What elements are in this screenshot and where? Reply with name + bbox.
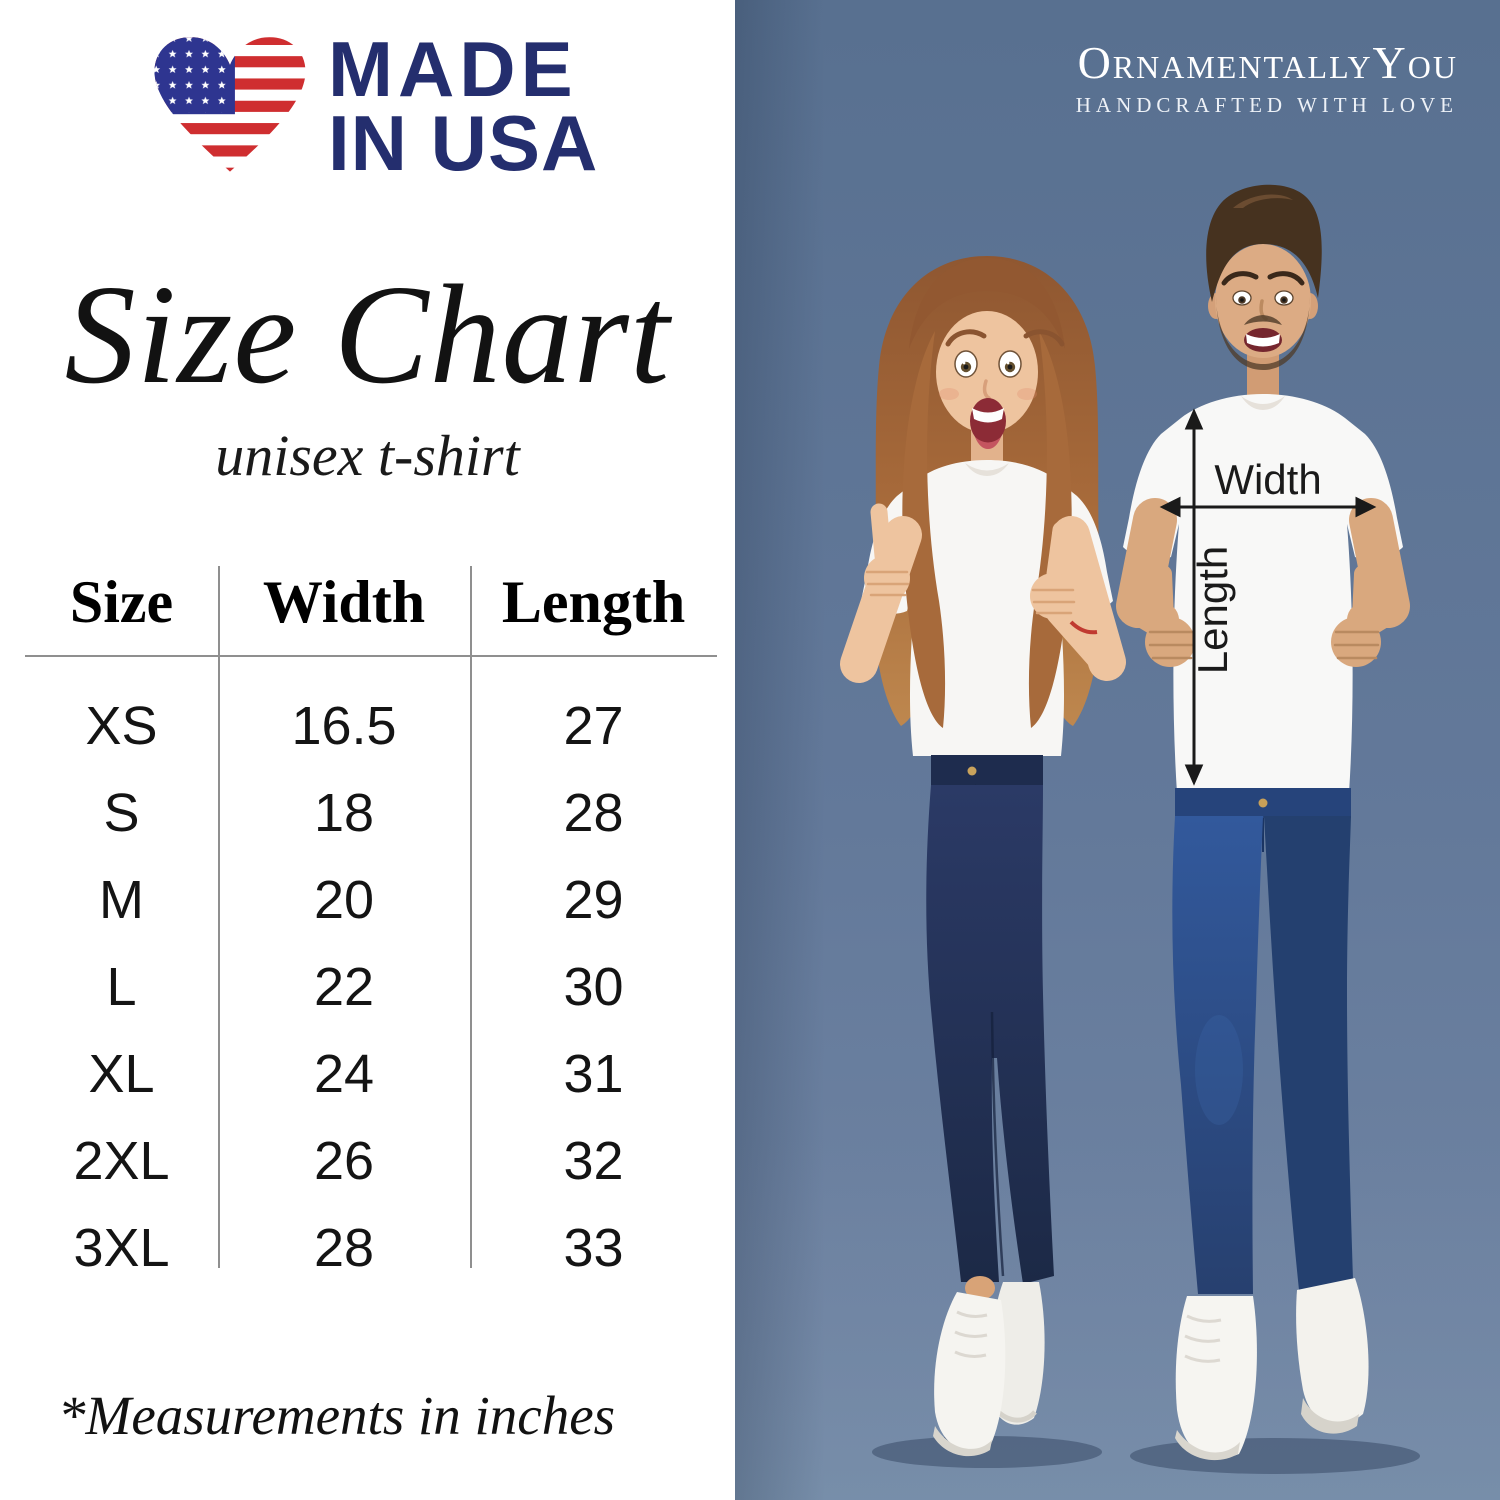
photo-panel: Width Length OrnamentallyYou HANDCRAFTED… [735, 0, 1500, 1500]
length-arrow-label: Length [1189, 546, 1236, 674]
red-bracelet [1069, 620, 1098, 635]
column-header-length: Length [501, 569, 686, 635]
table-row: L 22 30 [25, 943, 717, 1030]
woman-jeans [926, 755, 1054, 1284]
man-jeans [1172, 788, 1353, 1294]
width-cell: 18 [313, 782, 375, 843]
table-row: M 20 29 [25, 856, 717, 943]
width-cell: 16.5 [291, 695, 397, 756]
woman-face [936, 311, 1038, 433]
page-title: Size Chart [64, 255, 671, 413]
length-cell: 27 [563, 695, 624, 756]
width-cell: 28 [313, 1217, 375, 1278]
size-table-header: Size Width Length [25, 560, 717, 637]
man-open-smile [1244, 328, 1282, 352]
woman-open-smile [970, 398, 1006, 449]
length-cell: 31 [563, 1043, 624, 1104]
info-panel: MADE IN USA Size Chart unisex t-shirt Si… [0, 0, 735, 1500]
width-cell: 20 [313, 869, 375, 930]
table-row: 3XL 28 33 [25, 1204, 717, 1291]
size-table-body: XS 16.5 27 S 18 28 M 20 29 L 22 30 XL 24 31 2XL 26 32 3XL 2… [25, 682, 717, 1291]
man-left-fist [1145, 617, 1195, 667]
length-cell: 29 [563, 869, 624, 930]
woman-eyes [954, 350, 1022, 378]
size-cell: L [106, 956, 137, 1017]
column-header-width: Width [262, 569, 426, 635]
size-cell: 3XL [73, 1217, 170, 1278]
width-cell: 22 [313, 956, 375, 1017]
length-cell: 28 [563, 782, 624, 843]
floor-shadow [872, 1436, 1102, 1468]
measurements-footnote: *Measurements in inches [58, 1385, 616, 1446]
man-right-fist [1331, 617, 1381, 667]
woman-sneakers [933, 1282, 1045, 1457]
man-arms [1116, 498, 1410, 638]
table-header-rule [25, 655, 717, 657]
made-in-usa-badge: MADE IN USA [148, 30, 598, 182]
made-line-1: MADE [328, 24, 578, 113]
table-column-divider [470, 566, 472, 1268]
man-eyes [1232, 290, 1294, 306]
width-arrow-label: Width [1214, 456, 1321, 503]
size-cell: M [99, 869, 144, 930]
measurement-arrows: Width Length [1159, 408, 1377, 786]
couple-photo: Width Length [735, 0, 1500, 1500]
woman-left-fist [864, 555, 910, 601]
column-header-size: Size [69, 569, 174, 635]
table-row: S 18 28 [25, 769, 717, 856]
page-subtitle: unisex t-shirt [215, 423, 520, 488]
woman-thumbs-up-figure [840, 256, 1126, 1457]
size-cell: XS [85, 695, 158, 756]
made-in-usa-label: MADE IN USA [328, 24, 599, 187]
brand-name: OrnamentallyYou [1077, 37, 1458, 88]
usa-flag-heart-icon [154, 37, 306, 172]
size-cell: 2XL [73, 1130, 170, 1191]
width-cell: 24 [313, 1043, 375, 1104]
brand-lockup: OrnamentallyYou HANDCRAFTED WITH LOVE [1075, 37, 1458, 118]
man-sneakers [1175, 1278, 1369, 1461]
table-column-divider [218, 566, 220, 1268]
brand-tagline: HANDCRAFTED WITH LOVE [1075, 92, 1458, 117]
made-line-2: IN USA [328, 99, 599, 187]
length-cell: 30 [563, 956, 624, 1017]
table-row: XL 24 31 [25, 1030, 717, 1117]
length-cell: 33 [563, 1217, 624, 1278]
size-table: Size Width Length XS 16.5 27 S 18 28 M 20 29 L 22 3… [25, 560, 717, 1300]
table-row: 2XL 26 32 [25, 1117, 717, 1204]
size-cell: XL [88, 1043, 155, 1104]
size-cell: S [103, 782, 140, 843]
woman-right-fist [1030, 573, 1076, 619]
table-row: XS 16.5 27 [25, 682, 717, 769]
width-cell: 26 [313, 1130, 375, 1191]
studio-background [735, 0, 1500, 1500]
floor-shadow [1130, 1438, 1420, 1474]
length-cell: 32 [563, 1130, 624, 1191]
man-hair [1206, 184, 1322, 302]
